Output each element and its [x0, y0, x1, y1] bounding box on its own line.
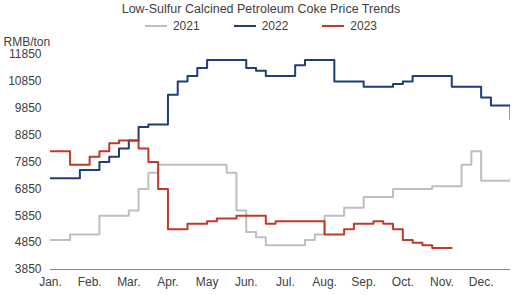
html-text:Low-Sulfur Calcined Petroleum: Low-Sulfur Calcined Petroleum Coke Price… [121, 2, 401, 16]
svg-text:9850: 9850 [15, 101, 42, 115]
svg-text:Jan.: Jan. [39, 275, 62, 289]
svg-text:Dec.: Dec. [469, 275, 494, 289]
svg-text:Jul.: Jul. [276, 275, 295, 289]
svg-text:5850: 5850 [15, 209, 42, 223]
html-text:2023: 2023 [350, 19, 377, 33]
svg-text:RMB/ton: RMB/ton [4, 35, 51, 49]
html-text:2022: 2022 [261, 19, 289, 33]
svg-text:7850: 7850 [15, 155, 42, 169]
svg-text:11850: 11850 [9, 47, 42, 61]
svg-text:6850: 6850 [15, 182, 42, 196]
svg-text:Mar.: Mar. [117, 275, 140, 289]
svg-text:May: May [196, 275, 219, 289]
svg-text:Aug.: Aug. [312, 275, 337, 289]
svg-text:4850: 4850 [15, 235, 42, 249]
svg-text:10850: 10850 [8, 74, 42, 88]
svg-text:8850: 8850 [15, 128, 42, 142]
svg-text:3850: 3850 [15, 262, 42, 276]
html-text:2021: 2021 [172, 19, 200, 33]
svg-text:Apr.: Apr. [157, 275, 178, 289]
svg-text:Nov.: Nov. [430, 275, 454, 289]
svg-text:Feb.: Feb. [78, 275, 102, 289]
svg-text:Jun.: Jun. [235, 275, 258, 289]
svg-text:Oct.: Oct. [392, 275, 414, 289]
svg-text:Sep.: Sep. [351, 275, 376, 289]
